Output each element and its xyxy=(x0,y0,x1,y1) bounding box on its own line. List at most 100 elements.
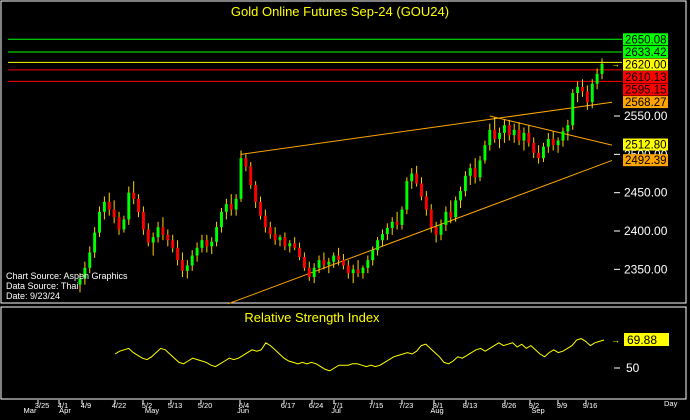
candle-body xyxy=(278,237,282,241)
candle-body xyxy=(146,229,150,243)
level-label: 2512.80 xyxy=(625,140,667,152)
candle-body xyxy=(78,278,82,285)
last-price-arrow: → xyxy=(611,59,620,69)
level-label-box xyxy=(623,46,668,59)
x-month-label: Apr xyxy=(59,406,71,415)
candle-body xyxy=(88,252,92,268)
candle-body xyxy=(215,227,219,242)
candle-body xyxy=(585,91,589,103)
candle-body xyxy=(498,132,502,139)
candle-body xyxy=(244,158,248,167)
x-day-label: 9/16 xyxy=(583,401,598,410)
candle-body xyxy=(137,198,141,212)
x-month-label: May xyxy=(145,406,159,415)
candle-body xyxy=(444,211,448,225)
level-label-box xyxy=(623,33,668,46)
candle-body xyxy=(390,221,394,228)
x-day-label: 8/1 xyxy=(433,401,443,410)
level-label: 2568.27 xyxy=(625,97,667,109)
candle-body xyxy=(532,142,536,153)
rsi-line xyxy=(114,338,605,372)
candle-body xyxy=(434,227,438,235)
candle-body xyxy=(254,185,258,202)
rsi-arrow: → xyxy=(611,335,620,345)
candle-body xyxy=(176,247,180,261)
candle-body xyxy=(210,241,214,247)
x-day-label: 6/24 xyxy=(309,401,324,410)
level-label: 2492.39 xyxy=(625,155,667,167)
candle-body xyxy=(220,211,223,228)
candle-body xyxy=(459,191,462,201)
candle-body xyxy=(263,215,267,228)
candle-body xyxy=(195,247,199,256)
y-tick-label: 2550.00 xyxy=(624,109,668,123)
trendline xyxy=(240,101,613,155)
x-day-label: 7/1 xyxy=(333,401,343,410)
candle-body xyxy=(283,237,287,247)
candle-body xyxy=(307,267,311,277)
level-labels: 2650.082633.422620.002610.132595.152568.… xyxy=(623,33,668,167)
candle-body xyxy=(180,260,184,271)
candle-body xyxy=(185,265,189,271)
trendlines xyxy=(227,101,613,305)
x-day-label: 3/25 xyxy=(35,401,50,410)
candle-body xyxy=(98,211,101,233)
candle-body xyxy=(385,227,389,235)
level-lines xyxy=(8,38,622,82)
candle-body xyxy=(200,240,204,248)
rsi-value-label: 69.88 xyxy=(627,333,657,347)
candle-body xyxy=(205,240,209,247)
candle-body xyxy=(151,237,155,243)
x-day-label: 7/15 xyxy=(369,401,384,410)
x-day-label: 5/2 xyxy=(142,401,152,410)
x-day-label: 4/22 xyxy=(112,401,127,410)
x-day-label: 5/20 xyxy=(198,401,213,410)
chart-title: Gold Online Futures Sep-24 (GOU24) xyxy=(231,4,449,19)
candle-body xyxy=(522,132,526,141)
candle-body xyxy=(600,63,604,74)
candle-body xyxy=(293,243,297,248)
candle-body xyxy=(93,232,97,253)
candle-body xyxy=(141,211,145,230)
y-tick-label: 2400.00 xyxy=(624,224,668,238)
candle-body xyxy=(551,139,555,146)
x-day-label: 4/9 xyxy=(81,401,91,410)
x-day-label: 7/23 xyxy=(399,401,414,410)
candle-body xyxy=(376,240,380,251)
x-day-label: 9/9 xyxy=(557,401,567,410)
candle-body xyxy=(566,125,570,132)
x-day-label: 8/26 xyxy=(502,401,517,410)
candle-body xyxy=(361,267,365,274)
candle-body xyxy=(332,255,336,262)
candle-body xyxy=(381,234,384,241)
level-label-box xyxy=(623,58,668,71)
level-label-box xyxy=(623,154,668,167)
candle-body xyxy=(317,260,321,268)
candle-body xyxy=(122,219,126,230)
candle-body xyxy=(346,265,350,274)
source-line: Chart Source: Aspen Graphics xyxy=(6,271,128,281)
candle-body xyxy=(259,201,262,216)
candle-body xyxy=(429,209,433,228)
x-day-label: 6/4 xyxy=(239,401,249,410)
x-unit-label: Day xyxy=(664,399,678,408)
candle-body xyxy=(590,83,594,103)
x-month-label: Jun xyxy=(237,406,249,415)
trendline xyxy=(227,159,613,305)
candle-body xyxy=(576,86,580,93)
candle-body xyxy=(395,221,399,225)
candle-body xyxy=(341,260,345,266)
candle-body xyxy=(356,269,360,274)
candle-body xyxy=(229,204,233,210)
candle-body xyxy=(483,145,487,161)
candle-body xyxy=(493,129,497,139)
candle-body xyxy=(571,93,575,126)
candle-body xyxy=(117,217,121,230)
candle-body xyxy=(478,160,482,178)
candle-body xyxy=(132,192,136,199)
candle-body xyxy=(537,152,541,159)
candle-body xyxy=(512,129,516,136)
